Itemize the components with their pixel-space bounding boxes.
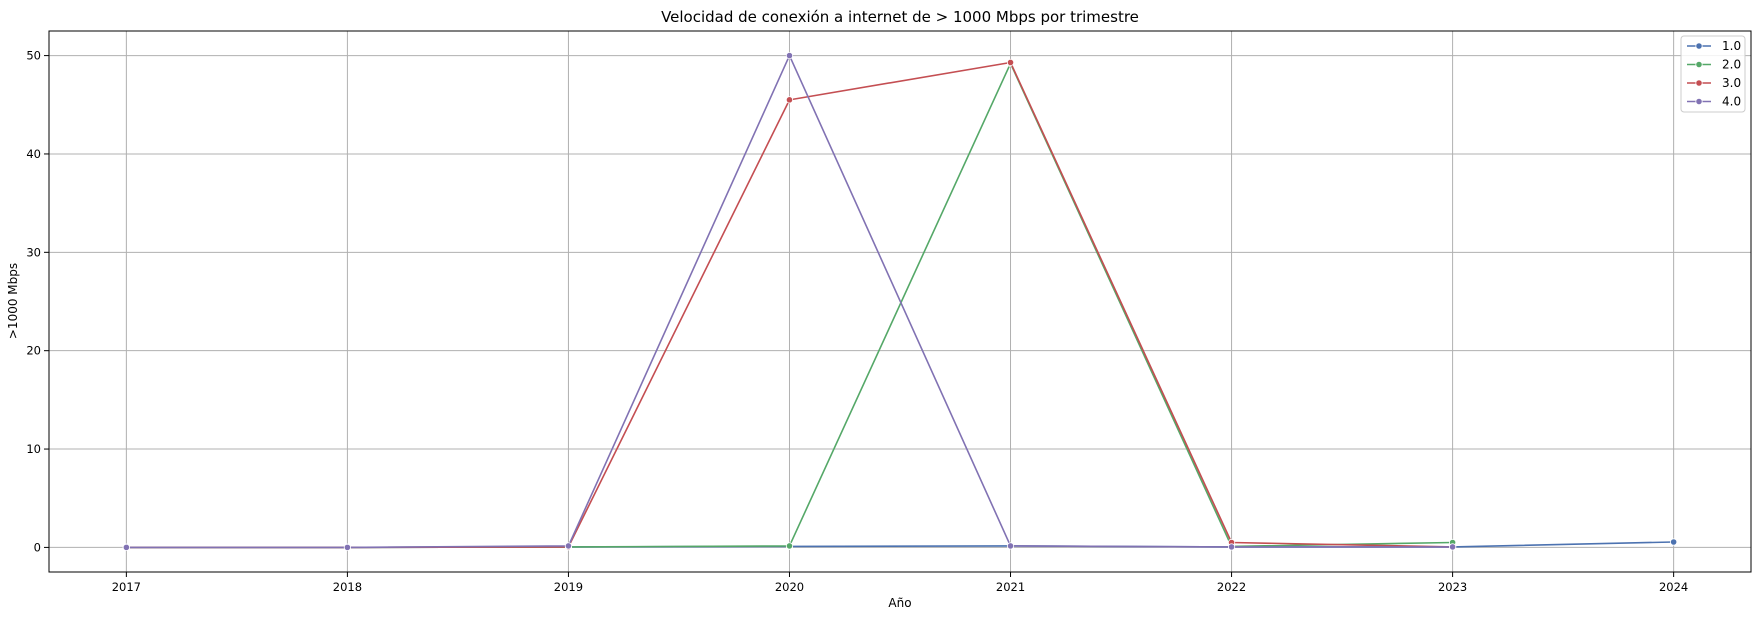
data-point [122, 543, 130, 552]
x-tick-label: 2023 [1438, 580, 1467, 594]
legend-item: 2.0 [1687, 58, 1741, 72]
y-axis-label: >1000 Mbps [6, 263, 20, 339]
legend-marker [1695, 79, 1703, 87]
y-tick-label: 40 [26, 147, 41, 161]
legend-label: 1.0 [1722, 39, 1741, 53]
legend-label: 2.0 [1722, 58, 1741, 72]
data-point [1670, 538, 1678, 546]
y-tick-label: 10 [26, 442, 41, 456]
data-point [785, 51, 794, 60]
legend-label: 4.0 [1722, 95, 1741, 109]
legend-item: 1.0 [1687, 39, 1741, 53]
legend-items: 1.0 2.0 3.0 4.0 [1687, 39, 1741, 109]
x-tick-label: 2020 [775, 580, 804, 594]
data-point [1448, 543, 1457, 551]
x-tick-label: 2019 [554, 580, 583, 594]
y-tick-label: 20 [26, 344, 41, 358]
legend: 1.0 2.0 3.0 4.0 [1680, 35, 1746, 113]
data-point [785, 542, 794, 550]
x-tick-label: 2021 [996, 580, 1025, 594]
y-tick-label: 50 [26, 49, 41, 63]
legend-item: 3.0 [1687, 76, 1741, 90]
series-1.0 [122, 538, 1678, 552]
y-tick-label: 0 [34, 540, 41, 554]
data-point [1227, 543, 1236, 551]
x-tick-label: 2018 [333, 580, 362, 594]
legend-marker [1695, 42, 1703, 50]
x-tick-label: 2017 [112, 580, 141, 594]
series-4.0 [122, 51, 1457, 552]
data-point [1006, 542, 1015, 550]
axes-frame [48, 30, 1752, 573]
grid [49, 31, 1751, 572]
data-point [785, 96, 794, 104]
legend-marker [1695, 97, 1703, 106]
data-point [343, 543, 352, 552]
legend-label: 3.0 [1722, 76, 1741, 90]
x-tick-label: 2022 [1217, 580, 1246, 594]
x-axis-label: Año [888, 596, 911, 610]
y-tick-label: 30 [26, 245, 41, 259]
x-tick-label: 2024 [1659, 580, 1688, 594]
data-point [564, 542, 573, 550]
chart-title: Velocidad de conexión a internet de > 10… [661, 8, 1139, 26]
data-point [1006, 58, 1015, 67]
legend-item: 4.0 [1687, 95, 1741, 109]
series-layer [122, 51, 1678, 552]
ticks: 2017 2018 2019 2020 2021 2022 2023 2024 0 10 20 30 4… [26, 49, 1688, 594]
legend-marker [1695, 60, 1703, 69]
legend-box [1680, 35, 1746, 113]
